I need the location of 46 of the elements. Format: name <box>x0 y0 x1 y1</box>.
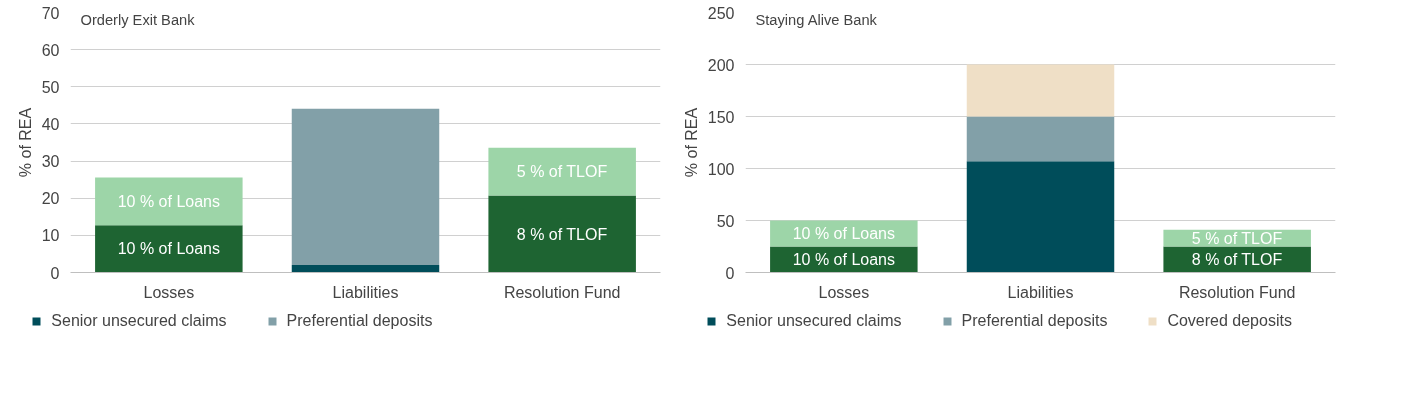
chart-title: Staying Alive Bank <box>755 11 878 28</box>
annotation: 10 % of Loans <box>117 192 220 210</box>
y-tick-label: 0 <box>725 264 735 282</box>
y-tick-label: 100 <box>707 160 735 178</box>
bar <box>291 108 440 266</box>
y-tick-label: 50 <box>41 78 60 96</box>
y-tick-label: 150 <box>707 108 735 126</box>
annotation: 10 % of Loans <box>792 225 895 242</box>
y-tick-label: 40 <box>41 115 60 133</box>
y-tick-label: 200 <box>707 56 735 74</box>
x-tick-label: Losses <box>818 283 870 301</box>
bar <box>95 225 243 273</box>
annotation: 5 % of TLOF <box>1191 229 1283 247</box>
y-axis-title: % of REA <box>16 107 34 178</box>
y-tick-label: 250 <box>707 4 735 22</box>
x-tick-label: Liabilities <box>1007 283 1074 301</box>
chart-title: Orderly Exit Bank <box>80 11 196 28</box>
x-tick-label: Losses <box>143 283 195 301</box>
y-tick-label: 0 <box>50 264 60 282</box>
y-tick-label: 10 <box>41 227 60 245</box>
x-tick-label: Liabilities <box>332 283 399 301</box>
legend-label: Senior unsecured claims <box>726 312 902 330</box>
bar <box>291 265 440 273</box>
y-tick-label: 70 <box>41 4 60 22</box>
bar <box>488 195 636 273</box>
bar <box>966 116 1115 162</box>
annotation: 5 % of TLOF <box>516 163 608 181</box>
x-tick-label: Resolution Fund <box>503 283 621 301</box>
bar <box>488 147 636 196</box>
y-tick-label: 60 <box>41 41 60 59</box>
annotation: 8 % of TLOF <box>516 225 608 243</box>
y-tick-label: 30 <box>41 153 60 171</box>
bar <box>966 161 1115 273</box>
annotation: 10 % of Loans <box>117 240 220 258</box>
bar <box>966 64 1115 117</box>
legend-label: Preferential deposits <box>286 312 433 330</box>
legend-label: Preferential deposits <box>961 312 1108 330</box>
legend-label: Covered deposits <box>1167 312 1292 330</box>
y-axis-title: % of REA <box>682 107 700 178</box>
y-tick-label: 50 <box>716 212 735 230</box>
annotation: 10 % of Loans <box>792 251 895 268</box>
x-tick-label: Resolution Fund <box>1178 283 1296 301</box>
bar <box>95 177 243 226</box>
legend-label: Senior unsecured claims <box>51 312 227 330</box>
y-tick-label: 20 <box>41 190 60 208</box>
annotation: 8 % of TLOF <box>1191 251 1283 268</box>
